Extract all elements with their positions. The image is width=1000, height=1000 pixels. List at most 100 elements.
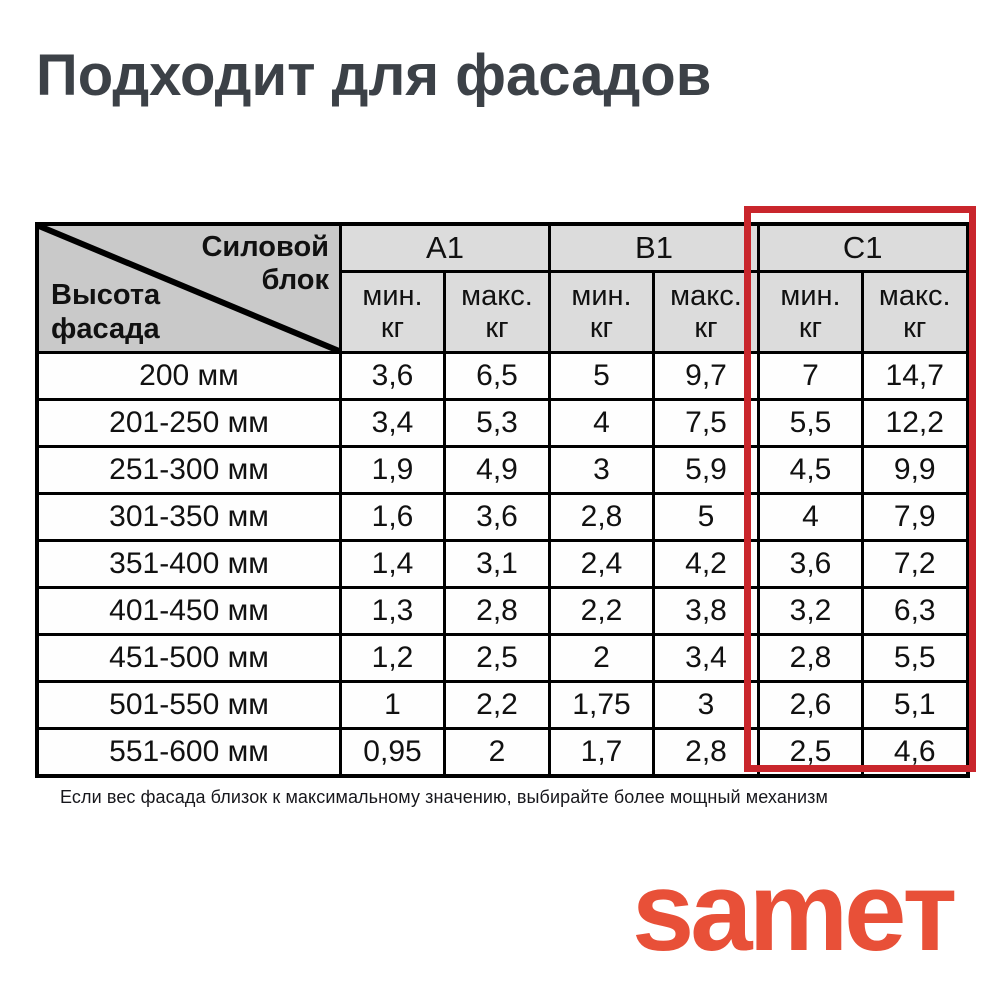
cell-a1-min: 1,3 — [339, 586, 446, 636]
cell-c1-min: 7 — [757, 351, 864, 401]
table-row: 251-300 мм 1,9 4,9 3 5,9 4,5 9,9 — [35, 445, 969, 495]
cell-b1-max: 3 — [652, 680, 760, 730]
cell-c1-max: 7,2 — [861, 539, 969, 589]
cell-a1-min: 1,2 — [339, 633, 446, 683]
kg-label: кг — [798, 312, 823, 344]
table-row: 351-400 мм 1,4 3,1 2,4 4,2 3,6 7,2 — [35, 539, 969, 589]
corner-label-facade-height: Высота фасада — [51, 279, 161, 345]
kg-label: кг — [380, 312, 405, 344]
kg-label: кг — [694, 312, 718, 344]
cell-b1-min: 2 — [548, 633, 655, 683]
cell-b1-max: 7,5 — [652, 398, 760, 448]
max-label: макс. — [670, 279, 742, 312]
cell-c1-max: 5,1 — [861, 680, 969, 730]
cell-b1-min: 4 — [548, 398, 655, 448]
cell-b1-min: 2,2 — [548, 586, 655, 636]
subheader-a1-max: макс. кг — [443, 270, 551, 354]
min-label: мин. — [362, 279, 423, 312]
subheader-b1-min: мин. кг — [548, 270, 655, 354]
table-row: 501-550 мм 1 2,2 1,75 3 2,6 5,1 — [35, 680, 969, 730]
cell-c1-min: 4 — [757, 492, 864, 542]
cell-b1-max: 3,4 — [652, 633, 760, 683]
cell-c1-min: 2,5 — [757, 727, 864, 778]
cell-a1-max: 5,3 — [443, 398, 551, 448]
min-label: мин. — [780, 279, 841, 312]
cell-b1-min: 2,8 — [548, 492, 655, 542]
footer-note: Если вес фасада близок к максимальному з… — [60, 787, 828, 807]
cell-a1-min: 0,95 — [339, 727, 446, 778]
kg-label: кг — [485, 312, 509, 344]
max-label: макс. — [461, 279, 533, 312]
row-label: 301-350 мм — [35, 492, 342, 542]
cell-a1-min: 1,9 — [339, 445, 446, 495]
cell-b1-max: 3,8 — [652, 586, 760, 636]
kg-label: кг — [589, 312, 614, 344]
cell-a1-max: 2 — [443, 727, 551, 778]
row-label: 501-550 мм — [35, 680, 342, 730]
cell-c1-max: 6,3 — [861, 586, 969, 636]
diagonal-divider — [39, 226, 338, 350]
cell-c1-min: 5,5 — [757, 398, 864, 448]
subheader-c1-max: макс. кг — [861, 270, 969, 354]
subheader-a1-min: мин. кг — [339, 270, 446, 354]
row-label: 351-400 мм — [35, 539, 342, 589]
page-title: Подходит для фасадов — [36, 43, 712, 108]
cell-a1-min: 3,6 — [339, 351, 446, 401]
cell-c1-min: 2,6 — [757, 680, 864, 730]
cell-a1-max: 3,1 — [443, 539, 551, 589]
group-header-b1: B1 — [548, 222, 760, 273]
cell-c1-max: 4,6 — [861, 727, 969, 778]
cell-a1-min: 3,4 — [339, 398, 446, 448]
min-label: мин. — [571, 279, 632, 312]
group-header-a1: A1 — [339, 222, 551, 273]
cell-b1-min: 1,75 — [548, 680, 655, 730]
subheader-c1-min: мин. кг — [757, 270, 864, 354]
facade-spec-table: Силовой блок Высота фасада A1 B1 C1 мин.… — [35, 222, 970, 778]
corner-header-cell: Силовой блок Высота фасада — [35, 222, 342, 354]
table-group-header-row: Силовой блок Высота фасада A1 B1 C1 — [35, 222, 969, 354]
cell-c1-max: 14,7 — [861, 351, 969, 401]
row-label: 401-450 мм — [35, 586, 342, 636]
max-label: макс. — [878, 279, 951, 312]
cell-b1-min: 2,4 — [548, 539, 655, 589]
cell-a1-min: 1,6 — [339, 492, 446, 542]
table-row: 551-600 мм 0,95 2 1,7 2,8 2,5 4,6 — [35, 727, 969, 778]
corner-label-power-block: Силовой блок — [201, 231, 329, 297]
table-row: 301-350 мм 1,6 3,6 2,8 5 4 7,9 — [35, 492, 969, 542]
cell-b1-max: 5 — [652, 492, 760, 542]
cell-b1-max: 5,9 — [652, 445, 760, 495]
cell-c1-min: 4,5 — [757, 445, 864, 495]
table-row: 451-500 мм 1,2 2,5 2 3,4 2,8 5,5 — [35, 633, 969, 683]
cell-b1-min: 1,7 — [548, 727, 655, 778]
row-label: 251-300 мм — [35, 445, 342, 495]
cell-b1-max: 9,7 — [652, 351, 760, 401]
cell-a1-max: 6,5 — [443, 351, 551, 401]
cell-a1-min: 1 — [339, 680, 446, 730]
cell-a1-max: 3,6 — [443, 492, 551, 542]
cell-b1-min: 5 — [548, 351, 655, 401]
table-row: 201-250 мм 3,4 5,3 4 7,5 5,5 12,2 — [35, 398, 969, 448]
row-label: 551-600 мм — [35, 727, 342, 778]
row-label: 200 мм — [35, 351, 342, 401]
cell-a1-max: 2,2 — [443, 680, 551, 730]
cell-c1-max: 5,5 — [861, 633, 969, 683]
kg-label: кг — [903, 312, 927, 344]
subheader-b1-max: макс. кг — [652, 270, 760, 354]
cell-c1-max: 7,9 — [861, 492, 969, 542]
cell-c1-max: 9,9 — [861, 445, 969, 495]
cell-b1-max: 4,2 — [652, 539, 760, 589]
samet-logo: sameт — [632, 849, 957, 974]
cell-a1-max: 2,5 — [443, 633, 551, 683]
cell-a1-max: 4,9 — [443, 445, 551, 495]
cell-a1-max: 2,8 — [443, 586, 551, 636]
cell-c1-min: 2,8 — [757, 633, 864, 683]
cell-b1-max: 2,8 — [652, 727, 760, 778]
cell-c1-min: 3,6 — [757, 539, 864, 589]
group-header-c1: C1 — [757, 222, 969, 273]
cell-c1-max: 12,2 — [861, 398, 969, 448]
row-label: 201-250 мм — [35, 398, 342, 448]
table-row: 401-450 мм 1,3 2,8 2,2 3,8 3,2 6,3 — [35, 586, 969, 636]
row-label: 451-500 мм — [35, 633, 342, 683]
cell-a1-min: 1,4 — [339, 539, 446, 589]
